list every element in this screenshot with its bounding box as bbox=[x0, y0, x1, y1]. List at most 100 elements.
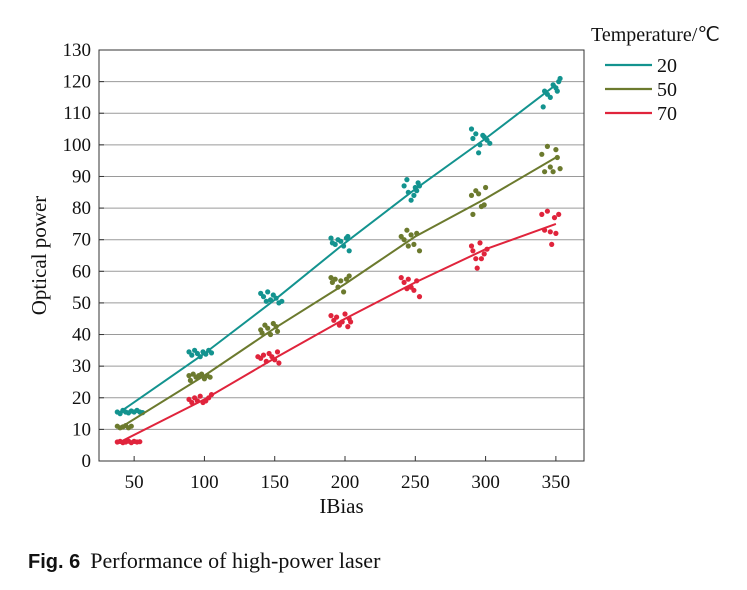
data-point-20 bbox=[263, 298, 269, 304]
data-point-70 bbox=[208, 392, 215, 398]
fit-line-50 bbox=[119, 156, 557, 429]
data-point-20 bbox=[470, 135, 476, 142]
data-point-20 bbox=[401, 183, 407, 189]
chart: 0 10 20 30 40 50 60 70 80 90 100 110 120 130 50 100 150 2… bbox=[27, 24, 720, 518]
data-point-70 bbox=[551, 215, 558, 221]
data-point-70 bbox=[553, 230, 559, 236]
data-point-70 bbox=[328, 313, 334, 319]
data-point-20 bbox=[332, 241, 338, 247]
data-point-70 bbox=[405, 276, 411, 282]
data-point-50 bbox=[274, 328, 281, 334]
figure-caption: Fig. 6 Performance of high-power laser bbox=[28, 548, 380, 574]
data-point-20 bbox=[265, 289, 271, 295]
data-point-50 bbox=[338, 278, 344, 284]
data-point-70 bbox=[416, 294, 423, 300]
data-point-20 bbox=[476, 150, 482, 156]
data-point-70 bbox=[339, 319, 345, 325]
data-point-50 bbox=[544, 143, 551, 149]
fit-line-70 bbox=[119, 222, 557, 443]
data-point-70 bbox=[197, 393, 203, 399]
data-point-50 bbox=[554, 154, 560, 161]
data-point-50 bbox=[408, 232, 414, 238]
data-point-50 bbox=[414, 230, 420, 236]
data-point-20 bbox=[260, 294, 267, 300]
x-tick-label: 250 bbox=[401, 472, 430, 493]
data-point-50 bbox=[547, 164, 553, 170]
data-point-50 bbox=[199, 371, 205, 377]
data-point-20 bbox=[405, 189, 411, 195]
gridlines bbox=[99, 81, 584, 430]
data-point-50 bbox=[404, 227, 410, 233]
data-point-70 bbox=[473, 256, 479, 262]
x-tick-label: 100 bbox=[190, 472, 219, 493]
y-tick-label: 90 bbox=[72, 166, 91, 187]
data-point-50 bbox=[411, 241, 417, 247]
data-point-70 bbox=[345, 324, 351, 330]
data-point-20 bbox=[487, 140, 493, 146]
data-point-50 bbox=[553, 147, 559, 153]
series-50 bbox=[114, 143, 563, 431]
data-point-70 bbox=[547, 229, 553, 235]
y-tick-label: 130 bbox=[63, 40, 92, 61]
data-point-50 bbox=[557, 166, 563, 172]
legend-title: Temperature/℃ bbox=[591, 24, 720, 46]
data-point-70 bbox=[137, 439, 143, 445]
series-20 bbox=[114, 75, 563, 417]
data-point-20 bbox=[411, 192, 417, 198]
data-point-50 bbox=[267, 331, 274, 338]
data-point-50 bbox=[335, 284, 341, 290]
series-layer bbox=[114, 75, 563, 446]
series-70 bbox=[114, 208, 562, 446]
data-point-70 bbox=[274, 349, 281, 355]
data-point-20 bbox=[203, 351, 209, 357]
data-point-20 bbox=[341, 243, 347, 249]
y-tick-label: 20 bbox=[72, 388, 91, 409]
data-point-50 bbox=[265, 325, 271, 331]
data-point-70 bbox=[401, 279, 407, 285]
data-point-70 bbox=[544, 208, 551, 214]
data-point-50 bbox=[332, 276, 338, 282]
y-tick-label: 10 bbox=[72, 419, 91, 440]
data-point-50 bbox=[481, 202, 487, 208]
data-point-70 bbox=[470, 248, 476, 254]
data-point-50 bbox=[470, 211, 476, 217]
x-tick-label: 300 bbox=[471, 472, 500, 493]
data-point-70 bbox=[411, 287, 417, 293]
data-point-20 bbox=[416, 183, 423, 189]
data-point-50 bbox=[542, 169, 548, 175]
y-tick-label: 70 bbox=[72, 230, 91, 251]
data-point-50 bbox=[468, 192, 475, 198]
data-point-20 bbox=[345, 233, 351, 240]
data-point-50 bbox=[186, 373, 192, 379]
y-tick-label: 30 bbox=[72, 356, 91, 377]
data-point-70 bbox=[468, 243, 475, 249]
x-tick-label: 150 bbox=[260, 472, 289, 493]
data-point-70 bbox=[276, 360, 282, 366]
data-point-70 bbox=[334, 314, 340, 320]
data-point-70 bbox=[481, 251, 487, 257]
figure-number: Fig. 6 bbox=[28, 551, 81, 573]
data-point-50 bbox=[550, 169, 556, 175]
data-point-50 bbox=[341, 289, 347, 295]
data-point-50 bbox=[259, 330, 265, 336]
data-point-20 bbox=[547, 94, 553, 100]
data-point-20 bbox=[267, 297, 274, 303]
data-point-70 bbox=[348, 319, 354, 325]
data-point-50 bbox=[476, 191, 482, 197]
data-point-50 bbox=[187, 377, 193, 383]
data-point-70 bbox=[404, 286, 410, 292]
data-point-20 bbox=[273, 295, 279, 301]
x-tick-label: 200 bbox=[331, 472, 360, 493]
x-axis-title: IBias bbox=[319, 494, 363, 518]
data-point-20 bbox=[473, 131, 479, 137]
data-point-20 bbox=[404, 177, 410, 183]
data-point-70 bbox=[556, 211, 562, 217]
data-point-50 bbox=[483, 184, 489, 191]
data-point-70 bbox=[484, 246, 490, 252]
data-point-20 bbox=[557, 75, 563, 82]
y-tick-label: 60 bbox=[72, 261, 91, 282]
data-point-50 bbox=[128, 423, 134, 429]
data-point-70 bbox=[414, 278, 420, 284]
